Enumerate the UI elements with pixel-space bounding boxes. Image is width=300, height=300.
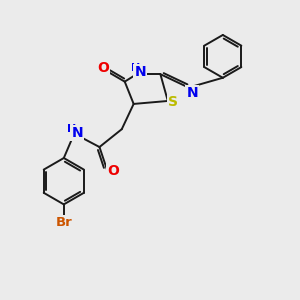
Text: S: S — [168, 95, 178, 110]
Text: H: H — [130, 63, 140, 73]
Text: O: O — [107, 164, 119, 178]
Text: N: N — [134, 65, 146, 79]
Text: N: N — [71, 126, 83, 140]
Text: H: H — [67, 124, 76, 134]
Text: N: N — [186, 86, 198, 100]
Text: Br: Br — [56, 216, 72, 229]
Text: O: O — [98, 61, 109, 75]
